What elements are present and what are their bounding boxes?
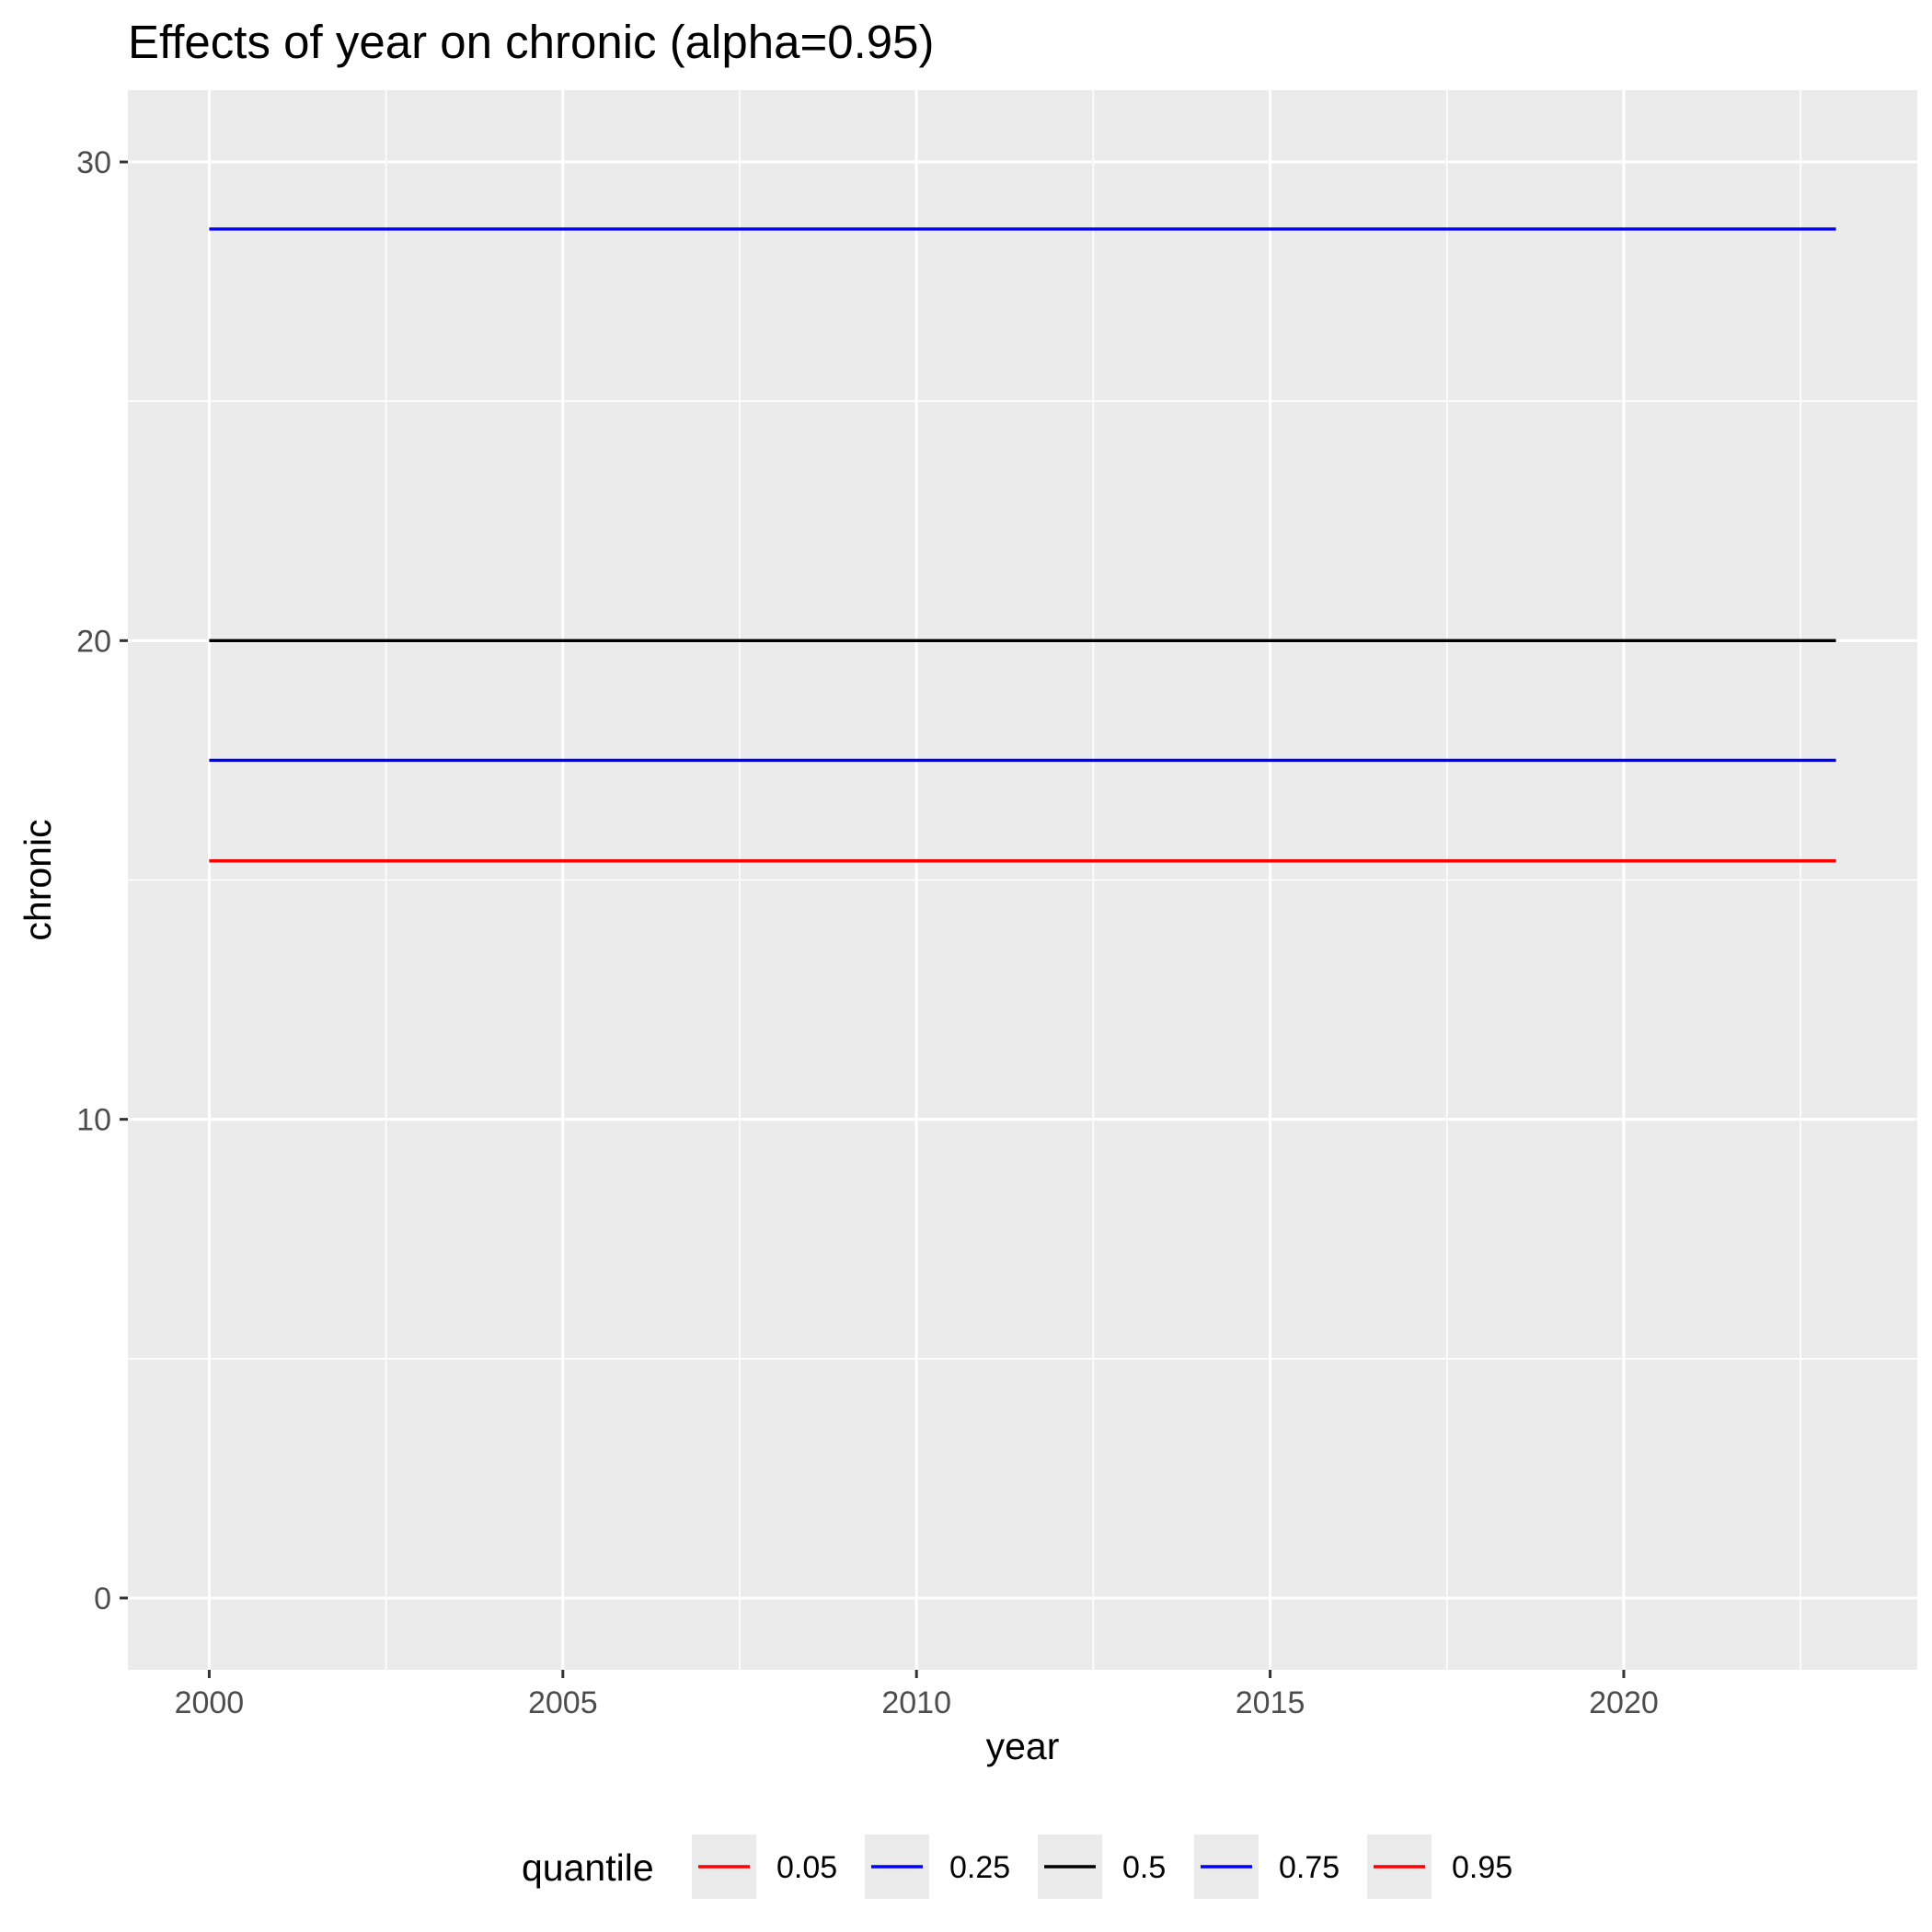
x-tick-label: 2005 <box>528 1685 598 1720</box>
x-tick-label: 2015 <box>1236 1685 1305 1720</box>
legend: quantile 0.05 0.25 0.5 0.75 0.95 <box>522 1834 1512 1899</box>
legend-label: 0.05 <box>776 1850 837 1885</box>
legend-item-0.25: 0.25 <box>865 1834 1010 1899</box>
legend-item-0.05: 0.05 <box>692 1834 837 1899</box>
y-tick-label: 30 <box>76 145 111 180</box>
legend-item-0.95: 0.95 <box>1367 1834 1512 1899</box>
series-lines <box>209 227 1836 863</box>
legend-label: 0.25 <box>949 1850 1010 1885</box>
x-tick-label: 2020 <box>1589 1685 1659 1720</box>
x-axis: 2000 2005 2010 2015 2020 <box>175 1670 1659 1720</box>
y-tick-label: 0 <box>94 1581 111 1616</box>
x-axis-title: year <box>986 1725 1060 1767</box>
x-tick-label: 2000 <box>175 1685 245 1720</box>
legend-label: 0.5 <box>1122 1850 1166 1885</box>
legend-item-0.75: 0.75 <box>1194 1834 1340 1899</box>
legend-label: 0.75 <box>1279 1850 1340 1885</box>
y-axis-title: chronic <box>17 819 59 940</box>
grid-minor <box>128 90 1917 1670</box>
x-tick-label: 2010 <box>881 1685 951 1720</box>
y-tick-label: 20 <box>76 624 111 659</box>
legend-item-0.5: 0.5 <box>1038 1834 1166 1899</box>
legend-title: quantile <box>522 1846 654 1889</box>
y-axis: 0 10 20 30 <box>76 145 128 1616</box>
legend-label: 0.95 <box>1452 1850 1512 1885</box>
y-tick-label: 10 <box>76 1103 111 1138</box>
chart-title: Effects of year on chronic (alpha=0.95) <box>128 16 935 68</box>
